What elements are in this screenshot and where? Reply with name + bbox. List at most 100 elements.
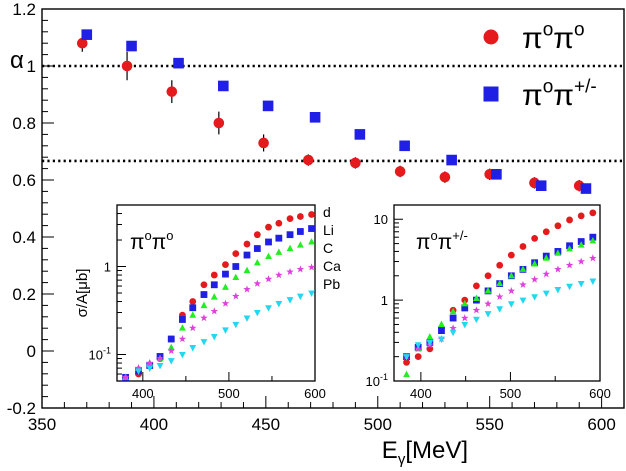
- data-point: [126, 40, 137, 52]
- inset-data-point: [146, 365, 154, 373]
- inset-data-point: [265, 252, 272, 260]
- inset-data-point: [308, 211, 315, 218]
- inset-data-point: [264, 275, 273, 283]
- inset-data-point: [179, 351, 186, 359]
- inset-data-point: [222, 327, 229, 334]
- inset-data-point: [156, 362, 164, 370]
- x-tick-label: 550: [476, 415, 504, 434]
- inset-data-point: [296, 265, 305, 273]
- inset-data-point: [275, 234, 283, 242]
- data-point: [173, 57, 184, 69]
- inset-data-point: [200, 301, 208, 309]
- inset-data-point: [189, 324, 197, 332]
- inset-series-c: [403, 236, 597, 378]
- inset-data-point: [531, 294, 539, 301]
- inset-data-point: [507, 301, 515, 308]
- legend-label-part: o: [543, 19, 554, 40]
- inset-data-point: [308, 238, 315, 245]
- inset-legend-label: C: [323, 240, 333, 256]
- data-point: [446, 154, 457, 166]
- inset-data-point: [519, 280, 527, 288]
- inset-data-point: [461, 304, 469, 312]
- inset-data-point: [167, 335, 175, 343]
- data-point: [580, 183, 592, 194]
- data-point: [166, 86, 178, 97]
- inset-data-point: [473, 282, 480, 290]
- inset-x-tick-label: 600: [304, 386, 326, 401]
- data-point: [81, 29, 93, 40]
- y-tick-label: -0.2: [7, 399, 36, 418]
- inset-title-part: π: [416, 231, 431, 254]
- inset-data-point: [589, 254, 597, 262]
- x-axis-label-unit: [MeV]: [405, 437, 468, 464]
- inset-data-point: [189, 344, 197, 352]
- legend-label-part: +/-: [574, 76, 597, 97]
- inset-data-point: [265, 238, 272, 246]
- inset-data-point: [495, 292, 504, 300]
- data-point: [394, 166, 406, 177]
- inset-data-point: [496, 279, 504, 287]
- y-tick-label: 1: [27, 57, 36, 76]
- inset-data-point: [473, 294, 480, 301]
- inset-data-point: [296, 213, 304, 220]
- inset-data-point: [253, 279, 262, 287]
- inset-data-point: [577, 257, 585, 265]
- inset-data-point: [403, 370, 410, 378]
- inset-data-point: [167, 343, 175, 351]
- y-tick-label: 0.2: [12, 285, 36, 304]
- x-tick-label: 500: [364, 415, 392, 434]
- inset-data-point: [232, 273, 240, 281]
- legend-label-part: o: [574, 19, 585, 40]
- inset-data-point: [286, 267, 294, 275]
- x-tick-label: 400: [140, 415, 168, 434]
- inset-data-point: [135, 368, 142, 375]
- series-pi0pipm: [81, 29, 592, 194]
- inset-frame: [116, 204, 316, 382]
- inset-data-point: [566, 283, 573, 291]
- inset-data-point: [179, 324, 186, 331]
- inset-data-point: [403, 354, 410, 361]
- inset-data-point: [265, 223, 272, 231]
- inset-data-point: [200, 281, 208, 289]
- inset-data-point: [253, 258, 261, 266]
- inset-data-point: [210, 307, 218, 315]
- inset-data-point: [484, 299, 492, 307]
- inset-data-point: [222, 270, 229, 278]
- inset-data-point: [167, 346, 175, 355]
- data-point: [76, 37, 88, 49]
- inset-y-tick-label: 10-1: [89, 346, 111, 363]
- inset-data-point: [461, 321, 469, 329]
- inset-data-point: [531, 234, 539, 242]
- inset-data-point: [530, 275, 539, 283]
- data-point: [121, 60, 133, 72]
- x-tick-label: 450: [252, 415, 280, 434]
- inset-data-point: [253, 231, 261, 239]
- main-plot: -0.2 0 0.2 0.4 0.6 0.8 1 1.2 350 400 450 500 550 600 α…: [7, 0, 625, 468]
- y-axis-label: α: [10, 47, 24, 74]
- inset-title-part: o: [431, 228, 438, 243]
- legend-label-part: π: [553, 22, 574, 55]
- inset-y-tick-base: 10: [366, 374, 380, 389]
- inset-series-li: [122, 225, 315, 381]
- y-tick-label: 0: [27, 342, 36, 361]
- inset-data-point: [484, 272, 492, 280]
- inset-data-point: [577, 241, 585, 248]
- inset-data-point: [589, 278, 597, 285]
- inset-data-point: [449, 324, 457, 332]
- data-point: [491, 169, 502, 180]
- inset-data-point: [461, 299, 469, 307]
- inset-y-tick-base: 10: [89, 348, 103, 363]
- inset-data-point: [426, 339, 434, 347]
- inset-data-point: [296, 241, 304, 248]
- inset-data-point: [484, 311, 492, 318]
- inset-data-point: [189, 298, 197, 305]
- inset-data-point: [210, 333, 218, 341]
- inset-data-point: [307, 263, 316, 271]
- inset-data-point: [531, 260, 539, 267]
- inset-data-point: [286, 244, 294, 252]
- inset-data-point: [496, 306, 504, 313]
- inset-data-point: [542, 254, 550, 261]
- inset-data-point: [308, 290, 315, 297]
- inset-data-point: [232, 263, 240, 270]
